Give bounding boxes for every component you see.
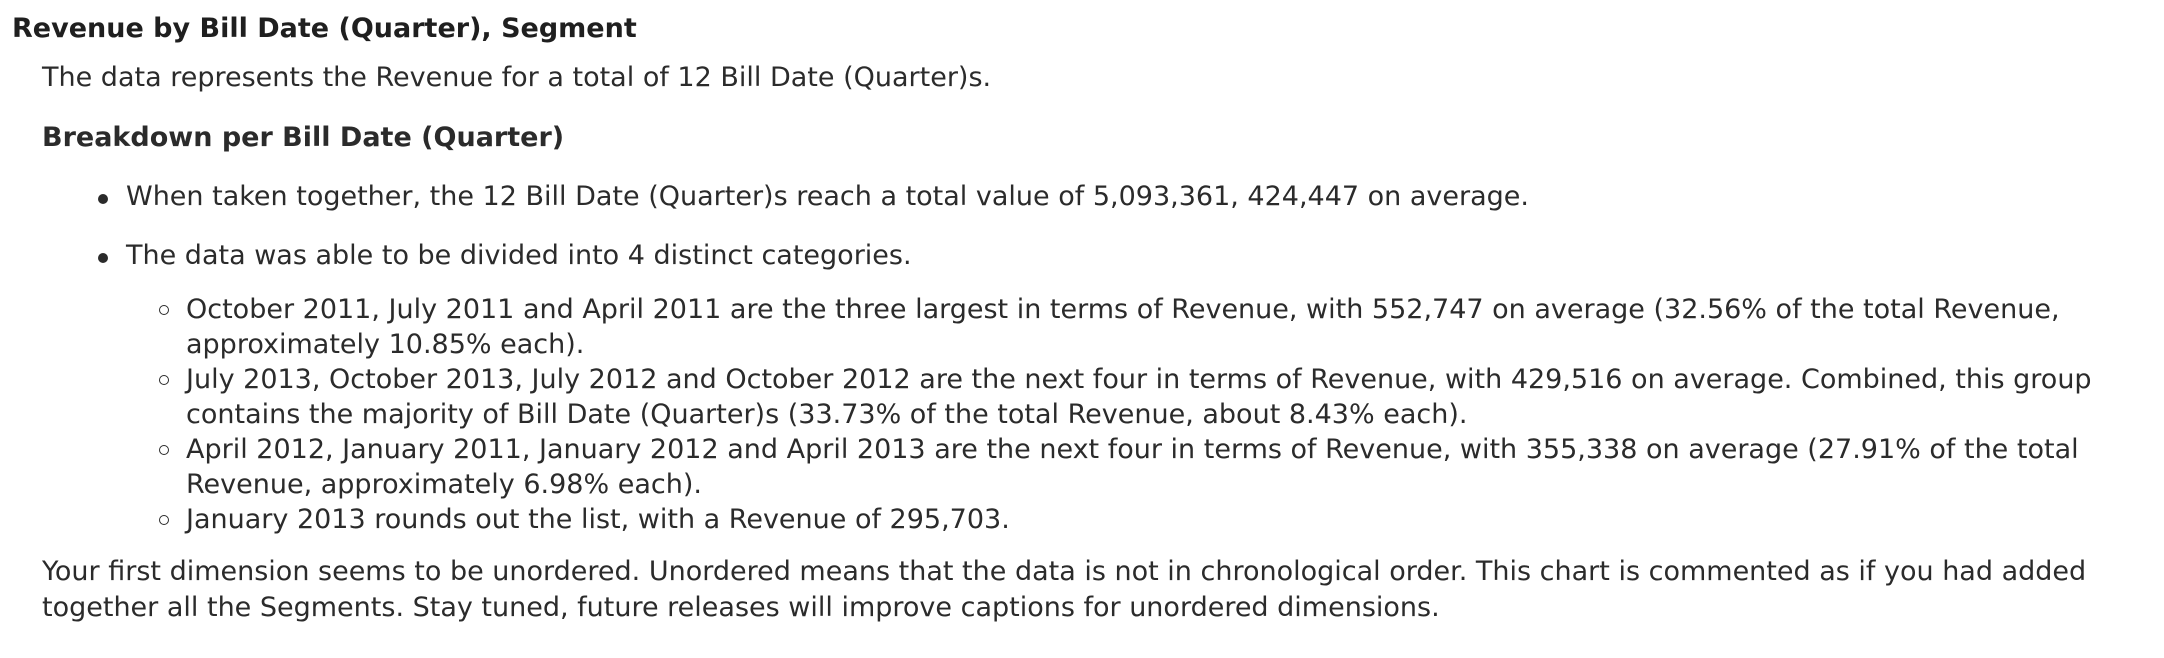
category-text: July 2013, October 2013, July 2012 and O…: [186, 364, 2092, 430]
category-text: April 2012, January 2011, January 2012 a…: [186, 434, 2079, 500]
category-item: January 2013 rounds out the list, with a…: [159, 502, 2164, 537]
unordered-note: Your first dimension seems to be unorder…: [42, 556, 2087, 623]
caption-content: The data represents the Revenue for a to…: [42, 60, 2154, 626]
circle-bullet-icon: [159, 445, 169, 455]
list-item: When taken together, the 12 Bill Date (Q…: [98, 179, 2154, 215]
breakdown-list: When taken together, the 12 Bill Date (Q…: [42, 179, 2154, 537]
breakdown-heading: Breakdown per Bill Date (Quarter): [42, 122, 565, 153]
page-title: Revenue by Bill Date (Quarter), Segment: [12, 13, 637, 44]
bullet-icon: [98, 194, 108, 204]
bullet-text-total: When taken together, the 12 Bill Date (Q…: [126, 181, 1529, 212]
intro-text: The data represents the Revenue for a to…: [42, 62, 992, 93]
circle-bullet-icon: [159, 515, 169, 525]
category-text: October 2011, July 2011 and April 2011 a…: [186, 294, 2060, 360]
circle-bullet-icon: [159, 305, 169, 315]
category-item: October 2011, July 2011 and April 2011 a…: [159, 292, 2164, 362]
category-text: January 2013 rounds out the list, with a…: [186, 504, 1010, 535]
circle-bullet-icon: [159, 375, 169, 385]
bullet-text-categories: The data was able to be divided into 4 d…: [126, 240, 912, 271]
category-list: October 2011, July 2011 and April 2011 a…: [126, 292, 2154, 537]
category-item: April 2012, January 2011, January 2012 a…: [159, 432, 2164, 502]
bullet-icon: [98, 253, 108, 263]
category-item: July 2013, October 2013, July 2012 and O…: [159, 362, 2164, 432]
list-item: The data was able to be divided into 4 d…: [98, 238, 2154, 537]
